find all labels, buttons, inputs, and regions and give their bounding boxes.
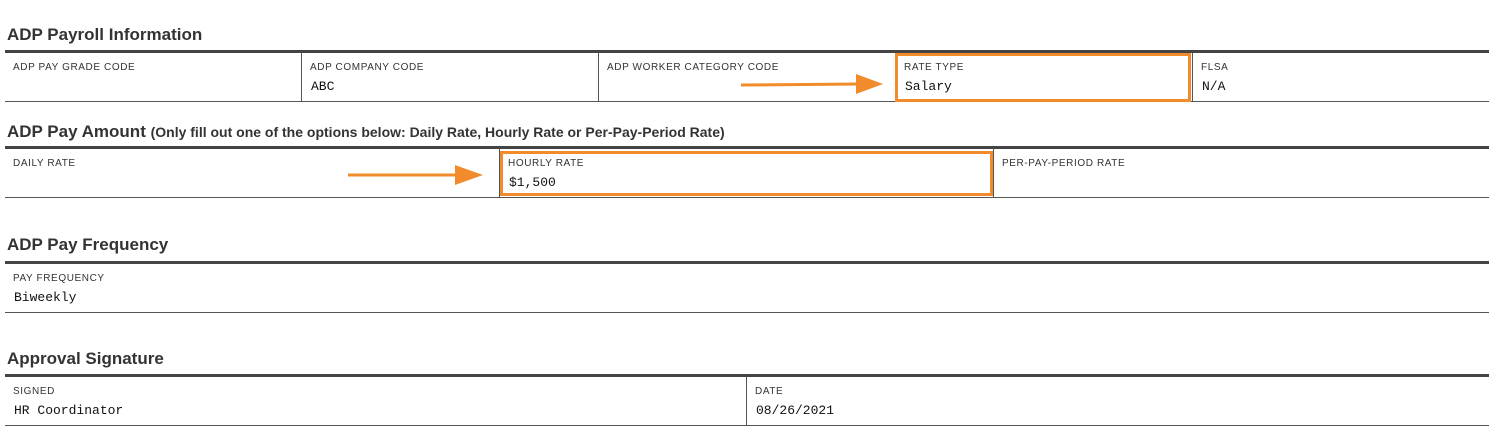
date-label: DATE bbox=[755, 386, 784, 397]
payroll-row: ADP PAY GRADE CODE ADP COMPANY CODE ABC … bbox=[5, 53, 1489, 102]
date-field[interactable]: DATE 08/26/2021 bbox=[747, 377, 1489, 425]
pay-amount-subtitle: (Only fill out one of the options below:… bbox=[150, 124, 725, 140]
pay-frequency-row: PAY FREQUENCY Biweekly bbox=[5, 264, 1489, 313]
rate-type-highlight bbox=[895, 53, 1191, 102]
signed-value: HR Coordinator bbox=[14, 403, 124, 418]
signed-field[interactable]: SIGNED HR Coordinator bbox=[5, 377, 747, 425]
pay-frequency-field[interactable]: PAY FREQUENCY Biweekly bbox=[5, 264, 1489, 312]
signed-label: SIGNED bbox=[13, 386, 55, 397]
pay-grade-field[interactable]: ADP PAY GRADE CODE bbox=[5, 53, 302, 101]
hourly-rate-highlight bbox=[500, 151, 993, 196]
pay-frequency-rule bbox=[5, 261, 1489, 264]
pay-frequency-section-title: ADP Pay Frequency bbox=[7, 235, 168, 255]
approval-row: SIGNED HR Coordinator DATE 08/26/2021 bbox=[5, 377, 1489, 426]
arrow-right-icon bbox=[740, 74, 883, 94]
flsa-field[interactable]: FLSA N/A bbox=[1193, 53, 1489, 101]
approval-title-text: Approval Signature bbox=[7, 349, 164, 368]
arrow-right-icon bbox=[348, 165, 483, 185]
approval-rule bbox=[5, 374, 1489, 377]
hourly-rate-field[interactable]: HOURLY RATE $1,500 bbox=[500, 149, 994, 197]
date-value: 08/26/2021 bbox=[756, 403, 835, 418]
pay-frequency-value: Biweekly bbox=[14, 290, 77, 305]
hourly-rate-value: $1,500 bbox=[509, 175, 556, 190]
daily-rate-field[interactable]: DAILY RATE bbox=[5, 149, 500, 197]
pay-amount-title-text: ADP Pay Amount bbox=[7, 122, 146, 141]
approval-section-title: Approval Signature bbox=[7, 349, 164, 369]
hourly-rate-label: HOURLY RATE bbox=[508, 158, 585, 169]
rate-type-field[interactable]: RATE TYPE Salary bbox=[896, 53, 1193, 101]
flsa-label: FLSA bbox=[1201, 62, 1229, 73]
payroll-rule bbox=[5, 50, 1489, 53]
pay-frequency-label: PAY FREQUENCY bbox=[13, 273, 105, 284]
payroll-section-title: ADP Payroll Information bbox=[7, 25, 202, 45]
rate-type-label: RATE TYPE bbox=[904, 62, 965, 73]
pay-amount-row: DAILY RATE HOURLY RATE $1,500 PER-PAY-PE… bbox=[5, 149, 1489, 198]
per-pay-period-rate-label: PER-PAY-PERIOD RATE bbox=[1002, 158, 1126, 169]
daily-rate-label: DAILY RATE bbox=[13, 158, 76, 169]
pay-frequency-title-text: ADP Pay Frequency bbox=[7, 235, 169, 254]
company-code-value: ABC bbox=[311, 79, 335, 94]
pay-amount-rule bbox=[5, 146, 1489, 149]
payroll-title-text: ADP Payroll Information bbox=[7, 25, 203, 44]
company-code-label: ADP COMPANY CODE bbox=[310, 62, 425, 73]
flsa-value: N/A bbox=[1202, 79, 1226, 94]
worker-category-label: ADP WORKER CATEGORY CODE bbox=[607, 62, 780, 73]
rate-type-value: Salary bbox=[905, 79, 952, 94]
company-code-field[interactable]: ADP COMPANY CODE ABC bbox=[302, 53, 599, 101]
pay-amount-section-title: ADP Pay Amount (Only fill out one of the… bbox=[7, 122, 725, 142]
pay-grade-label: ADP PAY GRADE CODE bbox=[13, 62, 136, 73]
per-pay-period-rate-field[interactable]: PER-PAY-PERIOD RATE bbox=[994, 149, 1489, 197]
